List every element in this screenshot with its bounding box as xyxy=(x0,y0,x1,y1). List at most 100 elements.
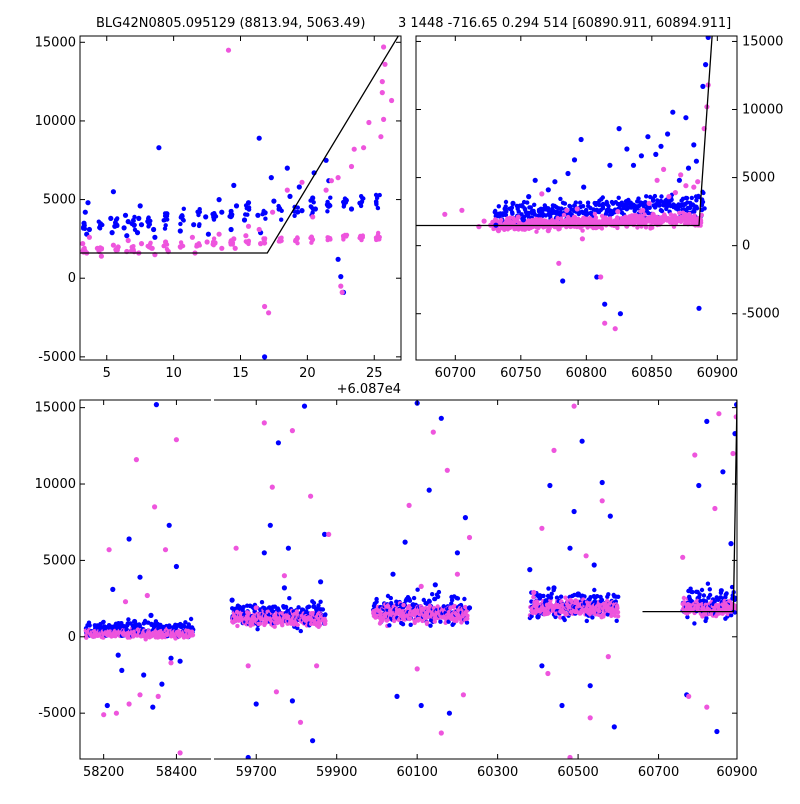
full-cluster-point xyxy=(322,613,327,618)
season-cluster-point xyxy=(511,219,517,225)
season-cluster-point xyxy=(584,211,590,216)
season-cluster-point xyxy=(619,210,625,215)
season-blue-point-15 xyxy=(602,301,608,307)
zoom-cluster-point xyxy=(325,209,330,214)
zoom-pink-point-10 xyxy=(149,245,155,251)
season-cluster-point xyxy=(669,197,674,202)
full-pink-point-14 xyxy=(233,545,239,551)
season-pink-point-5 xyxy=(495,228,502,234)
full-cluster-point xyxy=(703,599,709,604)
full-pink-point-6 xyxy=(137,692,143,698)
zoom-xtick-label-0: 5 xyxy=(103,366,111,381)
season-blue-point-4 xyxy=(526,194,532,200)
full-cluster-point xyxy=(432,596,437,602)
season-cluster-point xyxy=(644,194,649,199)
season-xtick-label-1: 60750 xyxy=(500,366,541,381)
full-blue-point-17 xyxy=(245,754,251,759)
season-pink-point-21 xyxy=(623,214,629,220)
season-pink-point-31 xyxy=(683,183,689,189)
full-pink-point-51 xyxy=(712,505,718,512)
full-xtick-label-7: 60700 xyxy=(638,765,679,780)
full-cluster-point xyxy=(705,581,711,586)
full-blue-point-55 xyxy=(599,479,605,486)
season-pink-point-7 xyxy=(515,214,521,220)
full-cluster-point xyxy=(595,594,600,599)
full-blue-point-30 xyxy=(390,571,396,577)
full-cluster-point xyxy=(699,587,705,593)
full-pink-point-47 xyxy=(680,554,686,560)
zoom-pink-point-7 xyxy=(125,237,131,244)
full-cluster-point xyxy=(609,613,614,618)
zoom-cluster-point xyxy=(375,205,381,211)
zoom-cluster-point xyxy=(278,239,283,244)
full-cluster-point xyxy=(430,592,435,597)
zoom-ytick-label-3: 10000 xyxy=(35,114,76,129)
full-cluster-point xyxy=(548,595,554,600)
full-cluster-point xyxy=(318,599,323,604)
zoom-cluster-point xyxy=(228,213,233,218)
season-cluster-point xyxy=(542,203,547,208)
full-cluster-point xyxy=(183,620,188,625)
season-cluster-point xyxy=(584,207,589,213)
season-ytick-label-2: 5000 xyxy=(742,171,775,186)
zoom-pink-point-28 xyxy=(266,310,272,316)
full-blue-point-5 xyxy=(132,618,138,625)
season-pink-point-2 xyxy=(476,224,482,230)
zoom-cluster-point xyxy=(163,223,168,228)
season-blue-point-35 xyxy=(705,36,711,40)
zoom-pink-point-30 xyxy=(284,187,290,193)
full-cluster-point xyxy=(614,618,619,623)
season-cluster-point xyxy=(492,209,497,215)
zoom-cluster-point xyxy=(279,217,284,222)
full-pink-point-23 xyxy=(308,493,314,499)
full-blue-point-32 xyxy=(402,539,408,545)
full-blue-point-36 xyxy=(426,487,432,493)
zoom-cluster-point xyxy=(162,226,168,231)
full-pink-point-15 xyxy=(245,663,251,669)
season-pink-point-16 xyxy=(579,236,586,242)
full-ytick-label-3: 10000 xyxy=(35,477,76,492)
zoom-pink-point-21 xyxy=(231,236,237,242)
season-blue-point-3 xyxy=(520,217,527,223)
season-blue-point-33 xyxy=(700,83,706,89)
full-blue-point-21 xyxy=(275,440,281,446)
season-blue-point-28 xyxy=(683,115,689,121)
full-pink-point-0 xyxy=(101,712,107,718)
full-cluster-point xyxy=(101,619,106,625)
season-blue-point-2 xyxy=(510,200,516,206)
full-cluster-point xyxy=(124,627,129,632)
full-pink-point-3 xyxy=(122,599,129,605)
season-cluster-point xyxy=(699,212,704,218)
season-xtick-label-4: 60900 xyxy=(697,366,738,381)
zoom-blue-point-24 xyxy=(205,231,211,237)
full-cluster-point xyxy=(464,620,470,625)
zoom-pink-point-36 xyxy=(338,283,344,289)
season-cluster-point xyxy=(494,218,499,223)
zoom-blue-point-25 xyxy=(216,197,222,203)
zoom-blue-point-38 xyxy=(284,165,290,171)
zoom-blue-point-12 xyxy=(125,219,131,225)
full-blue-point-62 xyxy=(720,469,726,475)
full-pink-point-19 xyxy=(273,689,279,695)
full-cluster-point xyxy=(459,620,464,625)
full-cluster-point xyxy=(590,615,595,620)
season-cluster-point xyxy=(605,202,610,207)
full-pink-point-31 xyxy=(438,730,444,736)
full-cluster-point xyxy=(411,595,417,601)
full-pink-point-36 xyxy=(531,589,537,596)
full-pink-point-45 xyxy=(599,498,605,504)
title-right: 3 1448 -716.65 0.294 514 [60890.911, 608… xyxy=(398,16,732,31)
zoom-blue-point-9 xyxy=(121,225,127,231)
full-blue-point-42 xyxy=(466,605,473,611)
axis-break-gap xyxy=(211,396,214,763)
full-cluster-point xyxy=(465,616,470,621)
zoom-blue-point-33 xyxy=(256,135,262,141)
season-cluster-point xyxy=(511,216,516,221)
full-blue-point-44 xyxy=(535,614,541,620)
zoom-cluster-point xyxy=(263,216,268,221)
full-cluster-point xyxy=(188,616,194,622)
zoom-cluster-point xyxy=(96,219,102,224)
full-blue-point-7 xyxy=(141,672,147,678)
zoom-blue-point-4 xyxy=(86,226,92,233)
full-pink-point-29 xyxy=(418,583,424,590)
